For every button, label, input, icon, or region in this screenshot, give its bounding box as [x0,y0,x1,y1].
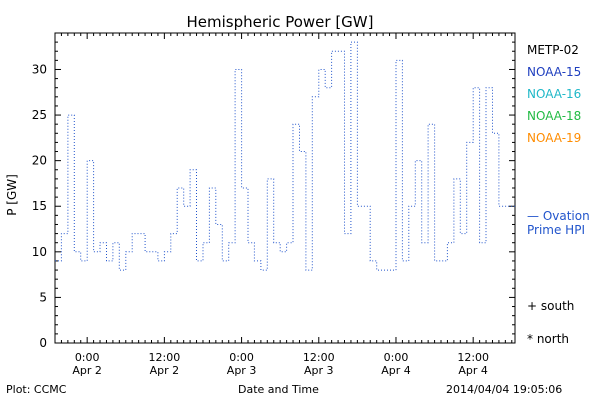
y-tick-label: 15 [32,199,47,213]
plot-credit: Plot: CCMC [6,383,67,396]
y-tick-label: 20 [32,154,47,168]
legend-item-noaa-19: NOAA-19 [527,131,582,145]
x-tick-label-time: 12:00 [457,351,489,364]
x-tick-label-time: 0:00 [75,351,100,364]
y-axis-label: P [GW] [5,174,19,216]
x-tick-label-date: Apr 2 [150,364,180,377]
x-tick-label-time: 0:00 [384,351,409,364]
x-tick-label-time: 12:00 [303,351,335,364]
y-tick-label: 10 [32,245,47,259]
ovation-legend-line2: Prime HPI [527,223,585,237]
chart-title: Hemispheric Power [GW] [187,13,374,31]
plot-frame [54,32,516,344]
legend-item-noaa-18: NOAA-18 [527,109,582,123]
plot-timestamp: 2014/04/04 19:05:06 [446,383,563,396]
south-marker-note: + south [527,299,575,313]
legend-item-noaa-16: NOAA-16 [527,87,582,101]
north-marker-note: * north [527,332,570,346]
x-tick-label-time: 12:00 [149,351,181,364]
x-tick-label-date: Apr 3 [227,364,257,377]
x-tick-label-date: Apr 2 [72,364,102,377]
x-tick-label-date: Apr 4 [458,364,488,377]
y-tick-label: 5 [39,290,47,304]
y-tick-label: 25 [32,108,47,122]
x-tick-label-date: Apr 4 [381,364,411,377]
legend-item-noaa-15: NOAA-15 [527,65,582,79]
ovation-legend-line1: — Ovation [527,209,590,223]
x-tick-label-date: Apr 3 [304,364,334,377]
x-tick-label-time: 0:00 [229,351,254,364]
legend-item-metp-02: METP-02 [527,43,579,57]
y-tick-label: 30 [32,62,47,76]
x-axis-title: Date and Time [238,383,319,396]
y-tick-label: 0 [39,336,47,350]
series-ovation-prime-hpi [55,41,515,271]
